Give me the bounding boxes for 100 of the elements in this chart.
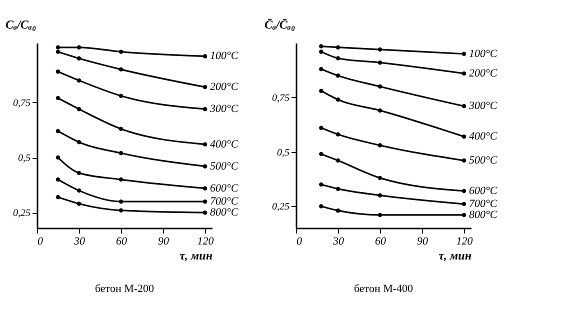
point	[118, 94, 124, 98]
point	[336, 132, 340, 137]
point	[336, 56, 340, 60]
series-label: 700°C	[210, 196, 239, 208]
x-tick-label: 30	[332, 236, 344, 248]
point	[462, 134, 466, 139]
point	[202, 199, 208, 204]
y-tick-label: 0,75	[272, 92, 290, 104]
point	[118, 177, 124, 182]
point	[202, 106, 208, 112]
point	[462, 212, 466, 218]
text: бетон М-400	[354, 283, 414, 295]
series-label: 600°C	[469, 185, 498, 197]
point	[378, 108, 382, 113]
point	[56, 50, 60, 54]
point	[378, 47, 382, 52]
point	[118, 50, 124, 54]
point	[202, 210, 208, 215]
point	[462, 52, 466, 56]
series-label: 500°C	[210, 160, 239, 172]
series-label: 200°C	[210, 81, 239, 94]
point	[336, 45, 340, 50]
point	[118, 126, 124, 132]
point	[76, 140, 82, 144]
point	[378, 212, 382, 218]
series-label: 100°C	[469, 48, 498, 60]
point	[56, 195, 60, 200]
x-tick-label: 90	[158, 236, 170, 248]
x-axis-title: τ, мин	[438, 248, 472, 262]
point	[378, 176, 382, 180]
series-label: 800°C	[210, 206, 239, 219]
x-tick-label: 120	[197, 236, 214, 248]
x-tick-label: 60	[375, 236, 386, 248]
point	[462, 158, 466, 163]
point	[336, 158, 340, 163]
series-label: 100°C	[210, 50, 239, 62]
point	[319, 204, 324, 208]
point	[56, 96, 60, 100]
y-tick-label: 0,5	[277, 147, 290, 158]
point	[462, 104, 466, 108]
point	[56, 70, 60, 74]
series-label: 400°C	[210, 138, 239, 150]
y-tick-label: 0,75	[13, 98, 30, 109]
x-tick-label: 60	[116, 236, 128, 248]
point	[319, 126, 324, 130]
point	[336, 97, 340, 102]
y-axis-title: Cₐ/Cₐ₀	[6, 18, 36, 32]
series-label: 700°C	[469, 198, 498, 210]
point	[378, 143, 382, 148]
point	[56, 177, 60, 182]
point	[462, 188, 466, 194]
series-label: 500°C	[469, 154, 498, 167]
point	[118, 151, 124, 156]
point	[202, 54, 208, 58]
point	[319, 44, 324, 48]
x-tick-label: 90	[417, 236, 428, 248]
point	[319, 182, 324, 187]
point	[56, 45, 60, 50]
point	[202, 186, 208, 190]
series-label: 400°C	[469, 130, 498, 143]
y-tick-label: 0,5	[18, 153, 30, 164]
series-label: 300°C	[468, 100, 498, 112]
y-axis-title: C̄ₐ/C̄ₐ₀	[264, 18, 296, 32]
x-tick-label: 120	[456, 236, 474, 248]
point	[76, 188, 82, 193]
point	[76, 78, 82, 83]
point	[76, 202, 82, 206]
series-label: 600°C	[210, 182, 239, 194]
point	[76, 45, 82, 50]
point	[336, 186, 340, 191]
point	[319, 67, 324, 72]
x-tick-label: 0	[296, 236, 302, 248]
x-tick-label: 0	[38, 236, 44, 248]
series-label: 300°C	[209, 103, 239, 116]
y-tick-label: 0,25	[13, 208, 30, 220]
point	[319, 152, 324, 156]
point	[76, 56, 82, 61]
point	[56, 128, 60, 134]
point	[118, 199, 124, 204]
x-tick-label: 30	[73, 236, 86, 248]
y-tick-label: 0,25	[272, 202, 290, 213]
point	[462, 71, 466, 76]
point	[202, 142, 208, 146]
text: бетон М-200	[94, 283, 155, 295]
point	[118, 67, 124, 72]
series-label: 800°C	[469, 208, 498, 221]
point	[378, 84, 382, 89]
x-axis-title: τ, мин	[180, 248, 213, 262]
point	[76, 106, 82, 112]
point	[76, 170, 82, 176]
point	[336, 208, 340, 213]
point	[56, 155, 60, 160]
point	[462, 202, 466, 206]
point	[336, 74, 340, 78]
point	[378, 193, 382, 198]
point	[202, 164, 208, 168]
series-label: 200°C	[469, 67, 498, 80]
point	[202, 84, 208, 90]
point	[378, 60, 382, 65]
point	[319, 88, 324, 93]
